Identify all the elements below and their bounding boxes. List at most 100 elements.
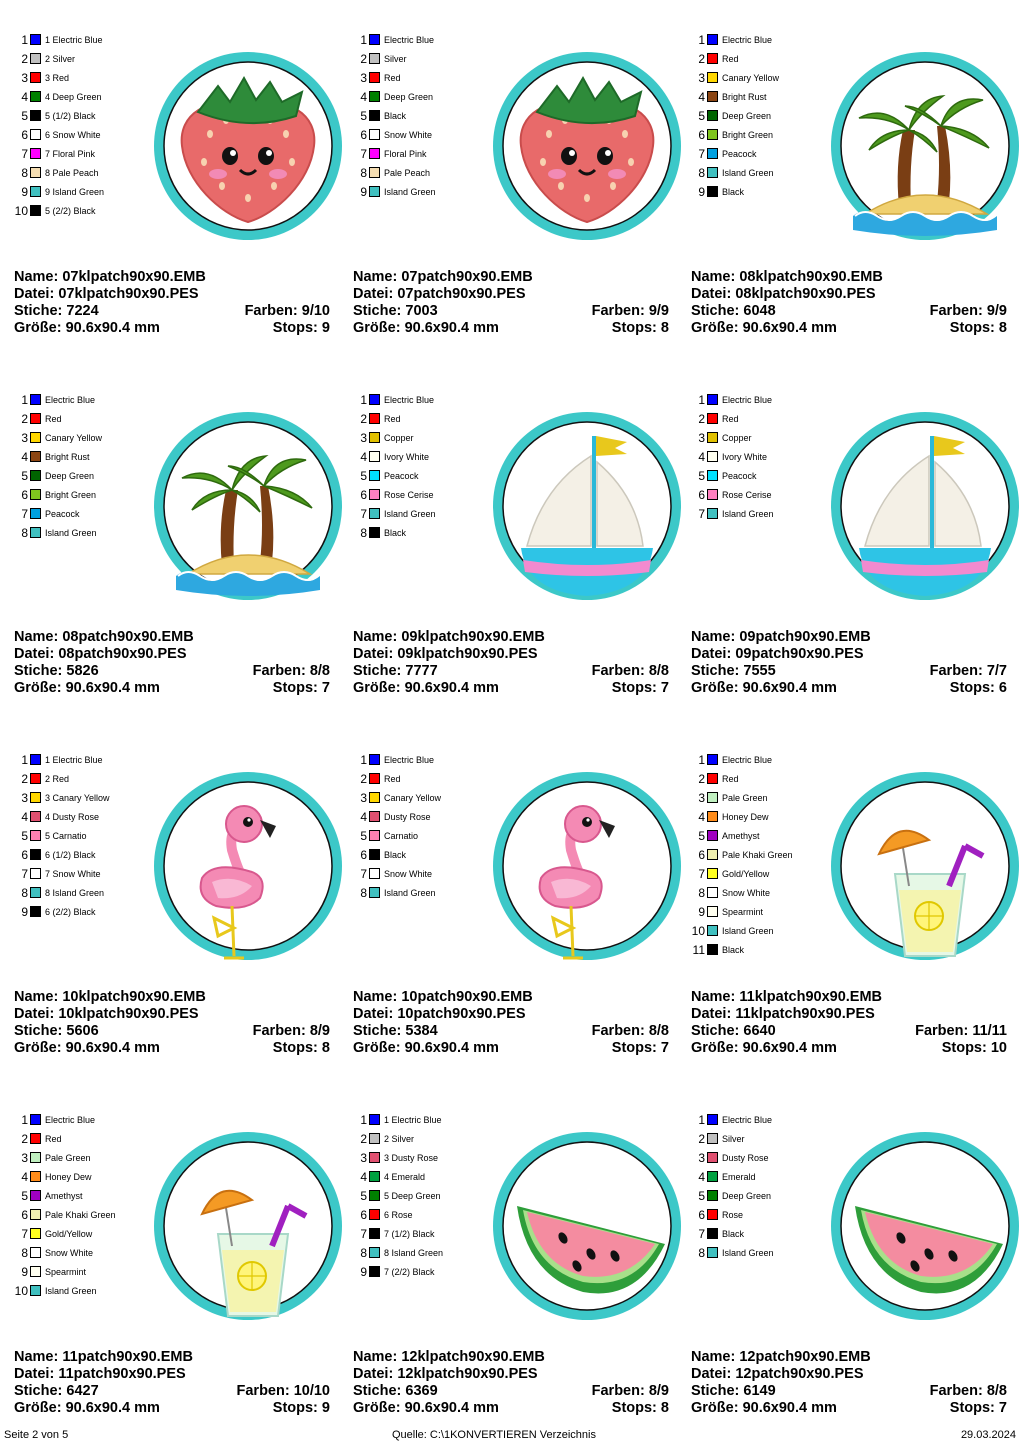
palette-row: 1 Electric Blue xyxy=(8,1110,116,1129)
design-name: 08klpatch90x90.EMB xyxy=(739,269,883,285)
color-swatch xyxy=(30,205,41,216)
design-file: 12klpatch90x90.PES xyxy=(397,1366,538,1382)
color-count-label: Farben: xyxy=(591,303,645,319)
palette-color-name: Silver xyxy=(384,53,407,64)
color-count: 8/8 xyxy=(648,663,669,679)
design-name-label: Name: xyxy=(353,629,398,645)
color-swatch xyxy=(369,451,380,462)
palette-color-name: Emerald xyxy=(722,1171,756,1182)
stitch-count-label: Stiche: xyxy=(14,1023,63,1039)
color-swatch xyxy=(30,129,41,140)
design-name-group: Name: 11klpatch90x90.EMB xyxy=(691,989,882,1006)
stop-count: 8 xyxy=(321,1040,330,1056)
palette-row: 6 Pale Khaki Green xyxy=(685,845,792,864)
design-size-group: Größe: 90.6x90.4 mm xyxy=(353,1040,499,1057)
design-name-label: Name: xyxy=(353,989,398,1005)
design-name-group: Name: 10klpatch90x90.EMB xyxy=(14,989,206,1006)
color-palette: 1 1 Electric Blue 2 2 Silver 3 3 Red 4 4 Deep G… xyxy=(8,30,104,220)
color-palette: 1 Electric Blue 2 Red 3 Canary Yellow 4 Dusty R… xyxy=(347,750,441,902)
palette-number: 7 xyxy=(21,146,28,161)
palette-color-name: 3 Dusty Rose xyxy=(384,1152,439,1163)
palette-row: 5 Deep Green xyxy=(685,1186,774,1205)
palette-color-name: Island Green xyxy=(722,167,774,178)
color-swatch xyxy=(369,34,380,45)
stop-count: 10 xyxy=(990,1040,1007,1056)
design-info: Name: 10patch90x90.EMB Datei: 10patch90x9… xyxy=(353,989,669,1057)
palette-color-name: Rose xyxy=(722,1209,744,1220)
design-name: 12patch90x90.EMB xyxy=(739,1349,871,1365)
design-name-group: Name: 09klpatch90x90.EMB xyxy=(353,629,545,646)
color-swatch xyxy=(369,470,380,481)
stitch-count-group: Stiche: 6369 xyxy=(353,1383,438,1400)
palette-number: 6 xyxy=(21,1207,28,1222)
palette-row: 1 Electric Blue xyxy=(8,390,102,409)
palette-number: 4 xyxy=(698,449,705,464)
design-size-label: Größe: xyxy=(691,1400,739,1416)
palette-color-name: Red xyxy=(45,1133,62,1144)
color-count-label: Farben: xyxy=(591,663,645,679)
color-swatch xyxy=(369,1190,380,1201)
palette-number: 2 xyxy=(360,1131,367,1146)
design-size: 90.6x90.4 mm xyxy=(404,680,499,696)
design-card: 1 1 Electric Blue 2 2 Silver 3 3 Red 4 4 Deep G… xyxy=(4,0,342,360)
palette-number: 5 xyxy=(698,108,705,123)
palette-number: 4 xyxy=(21,809,28,824)
color-swatch xyxy=(369,394,380,405)
stitch-count: 5826 xyxy=(66,663,99,679)
design-name-label: Name: xyxy=(691,989,736,1005)
stop-count: 7 xyxy=(998,1400,1007,1416)
design-size-group: Größe: 90.6x90.4 mm xyxy=(14,1400,160,1417)
design-file-group: Datei: 08patch90x90.PES xyxy=(14,646,187,663)
design-size-group: Größe: 90.6x90.4 mm xyxy=(14,680,160,697)
palette-row: 3 Canary Yellow xyxy=(685,68,779,87)
palette-row: 7 Black xyxy=(685,1224,774,1243)
color-swatch xyxy=(369,887,380,898)
palette-number: 4 xyxy=(21,449,28,464)
stitch-count-group: Stiche: 6427 xyxy=(14,1383,99,1400)
color-swatch xyxy=(369,811,380,822)
palette-number: 4 xyxy=(360,89,367,104)
design-file-label: Datei: xyxy=(353,286,394,302)
palette-row: 9 9 Island Green xyxy=(8,182,104,201)
palette-color-name: Electric Blue xyxy=(722,754,773,765)
color-swatch xyxy=(707,1114,718,1125)
color-swatch xyxy=(707,72,718,83)
palette-color-name: 7 Floral Pink xyxy=(45,148,96,159)
palette-row: 2 2 Silver xyxy=(347,1129,443,1148)
palette-row: 2 Red xyxy=(8,409,102,428)
color-swatch xyxy=(707,470,718,481)
lemonade-patch-image xyxy=(825,766,1024,966)
design-card: 1 Electric Blue 2 Red 3 Pale Green 4 Honey Dew 5… xyxy=(4,1080,342,1440)
color-swatch xyxy=(369,1114,380,1125)
palette-number: 7 xyxy=(21,1226,28,1241)
design-size: 90.6x90.4 mm xyxy=(742,1040,837,1056)
palette-number: 1 xyxy=(698,1112,705,1127)
color-swatch xyxy=(30,811,41,822)
stop-count-label: Stops: xyxy=(272,320,318,336)
palette-row: 5 5 (1/2) Black xyxy=(8,106,104,125)
color-swatch xyxy=(30,1133,41,1144)
color-swatch xyxy=(30,186,41,197)
color-swatch xyxy=(30,1228,41,1239)
color-swatch xyxy=(30,1285,41,1296)
color-swatch xyxy=(369,1209,380,1220)
stop-count-group: Stops: 10 xyxy=(942,1040,1007,1057)
palette-color-name: Canary Yellow xyxy=(722,72,780,83)
flamingo-patch-image xyxy=(148,766,348,966)
color-swatch xyxy=(369,868,380,879)
color-swatch xyxy=(30,1209,41,1220)
design-size-label: Größe: xyxy=(353,1400,401,1416)
palette-row: 2 Red xyxy=(347,769,441,788)
stop-count: 9 xyxy=(321,320,330,336)
color-swatch xyxy=(30,110,41,121)
palette-number: 4 xyxy=(698,809,705,824)
color-count-label: Farben: xyxy=(929,1383,983,1399)
palette-color-name: Ivory White xyxy=(384,451,430,462)
design-size-group: Größe: 90.6x90.4 mm xyxy=(353,1400,499,1417)
color-swatch xyxy=(707,811,718,822)
palette-row: 5 Deep Green xyxy=(685,106,779,125)
palette-row: 1 Electric Blue xyxy=(347,390,436,409)
palette-row: 2 Silver xyxy=(347,49,436,68)
design-size-label: Größe: xyxy=(14,320,62,336)
